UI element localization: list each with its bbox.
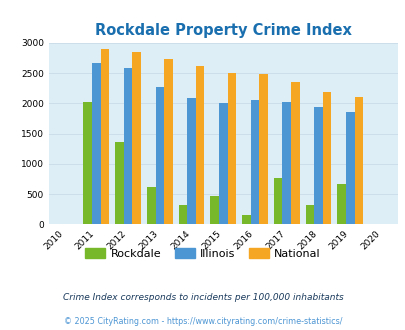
Bar	[259, 74, 267, 224]
Bar	[115, 142, 124, 224]
Legend: Rockdale, Illinois, National: Rockdale, Illinois, National	[80, 244, 325, 263]
Bar	[218, 103, 227, 224]
Bar	[132, 52, 141, 224]
Title: Rockdale Property Crime Index: Rockdale Property Crime Index	[95, 22, 351, 38]
Bar	[337, 184, 345, 224]
Bar	[178, 205, 187, 224]
Bar	[92, 63, 100, 224]
Bar	[242, 215, 250, 224]
Bar	[155, 87, 164, 224]
Bar	[164, 59, 172, 224]
Text: Crime Index corresponds to incidents per 100,000 inhabitants: Crime Index corresponds to incidents per…	[62, 292, 343, 302]
Bar	[250, 100, 259, 224]
Bar	[124, 68, 132, 224]
Bar	[345, 112, 354, 224]
Bar	[187, 98, 195, 224]
Bar	[83, 102, 92, 224]
Bar	[322, 92, 330, 224]
Bar	[195, 67, 204, 224]
Bar	[313, 107, 322, 224]
Bar	[210, 196, 218, 224]
Bar	[282, 103, 290, 224]
Bar	[100, 49, 109, 224]
Text: © 2025 CityRating.com - https://www.cityrating.com/crime-statistics/: © 2025 CityRating.com - https://www.city…	[64, 317, 341, 326]
Bar	[227, 73, 236, 224]
Bar	[290, 82, 299, 224]
Bar	[273, 178, 282, 224]
Bar	[354, 97, 362, 224]
Bar	[305, 205, 313, 224]
Bar	[147, 187, 155, 224]
